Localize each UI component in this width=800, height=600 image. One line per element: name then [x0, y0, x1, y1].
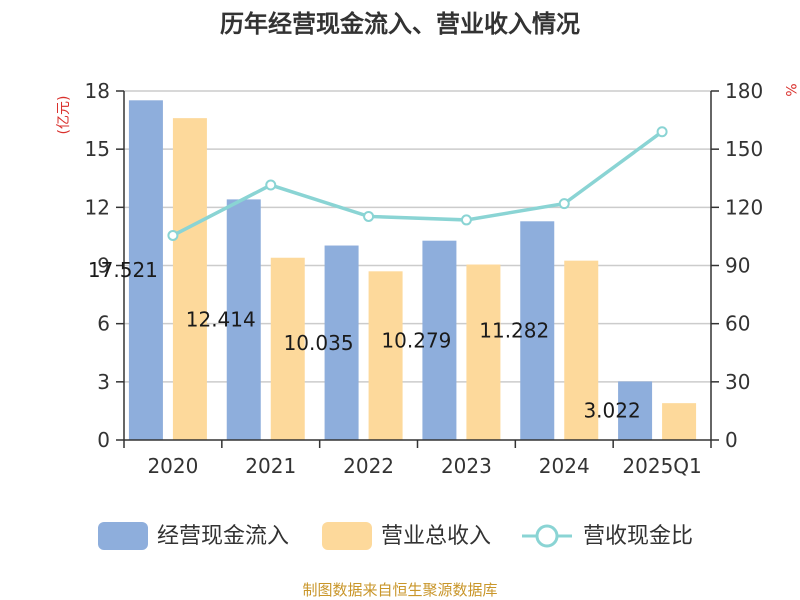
- bar-revenue-2022: [368, 271, 403, 440]
- y-left-tick-label-6: 18: [85, 79, 110, 103]
- y-left-tick-label-3: 9: [97, 254, 110, 278]
- ratio-point-2021: [265, 179, 277, 191]
- bar-revenue-2024: [564, 260, 599, 440]
- y-right-tick-label-2: 60: [725, 312, 750, 336]
- x-tick-label-2020: 2020: [147, 454, 198, 478]
- legend: 经营现金流入 营业总收入 营收现金比: [98, 522, 693, 550]
- ratio-point-2025Q1: [656, 126, 668, 138]
- ratio-point-2022: [363, 210, 375, 222]
- legend-marker-ratio: [535, 524, 559, 548]
- source-note: 制图数据来自恒生聚源数据库: [302, 581, 497, 599]
- gridlines: [124, 90, 711, 383]
- x-tick-label-2025Q1: 2025Q1: [622, 454, 701, 478]
- ratio-point-2024: [558, 198, 570, 210]
- y-left-tick-label-0: 0: [97, 428, 110, 452]
- bar-cash-inflow-2022: [324, 245, 359, 440]
- legend-swatch-revenue: [322, 522, 372, 550]
- y-left-axis-label: (亿元): [56, 96, 72, 135]
- bar-cash-inflow-2020: [128, 100, 163, 440]
- y-right-tick-label-3: 90: [725, 254, 750, 278]
- data-label-cash-inflow-2020: 17.521: [88, 258, 158, 282]
- legend-label-revenue: 营业总收入: [381, 524, 491, 549]
- y-left-tick-label-4: 12: [85, 195, 110, 219]
- y-left-tick-label-5: 15: [85, 137, 110, 161]
- bar-revenue-2023: [466, 264, 501, 440]
- ratio-line: [167, 126, 668, 241]
- bar-cash-inflow-2023: [422, 240, 457, 440]
- y-right-tick-label-6: 180: [725, 79, 763, 103]
- legend-swatch-cash-inflow: [98, 522, 148, 550]
- x-tick-label-2024: 2024: [539, 454, 590, 478]
- y-left-tick-label-1: 3: [97, 370, 110, 394]
- data-labels: 17.521 12.414 10.035 10.279 11.282 3.022: [88, 258, 641, 423]
- ratio-line-path: [172, 130, 664, 238]
- bar-cash-inflow-2024: [520, 221, 555, 440]
- ratio-point-2023: [460, 214, 472, 226]
- data-label-cash-inflow-2022: 10.035: [284, 331, 354, 355]
- y-right-tick-label-4: 120: [725, 195, 763, 219]
- data-label-cash-inflow-2025Q1: 3.022: [583, 399, 640, 423]
- bars: [128, 100, 697, 441]
- y-right-tick-label-1: 30: [725, 370, 750, 394]
- legend-label-ratio: 营收现金比: [583, 524, 693, 549]
- bar-cash-inflow-2025Q1: [618, 381, 653, 440]
- x-tick-label-2023: 2023: [441, 454, 492, 478]
- y-left-tick-label-2: 6: [97, 312, 110, 336]
- bar-revenue-2020: [172, 118, 207, 441]
- bar-cash-inflow-2021: [226, 199, 261, 440]
- x-tick-label-2021: 2021: [245, 454, 296, 478]
- y-right-axis-label: %: [782, 83, 798, 96]
- data-label-cash-inflow-2021: 12.414: [186, 308, 256, 332]
- ratio-point-2020: [167, 229, 179, 241]
- x-tick-label-2022: 2022: [343, 454, 394, 478]
- bar-revenue-2025Q1: [662, 403, 697, 440]
- bar-revenue-2021: [270, 257, 305, 440]
- y-right-tick-label-5: 150: [725, 137, 763, 161]
- chart-title: 历年经营现金流入、营业收入情况: [220, 10, 580, 38]
- legend-label-cash-inflow: 经营现金流入: [157, 524, 289, 549]
- data-label-cash-inflow-2024: 11.282: [479, 319, 549, 343]
- y-right-tick-label-0: 0: [725, 428, 738, 452]
- data-label-cash-inflow-2023: 10.279: [381, 328, 451, 352]
